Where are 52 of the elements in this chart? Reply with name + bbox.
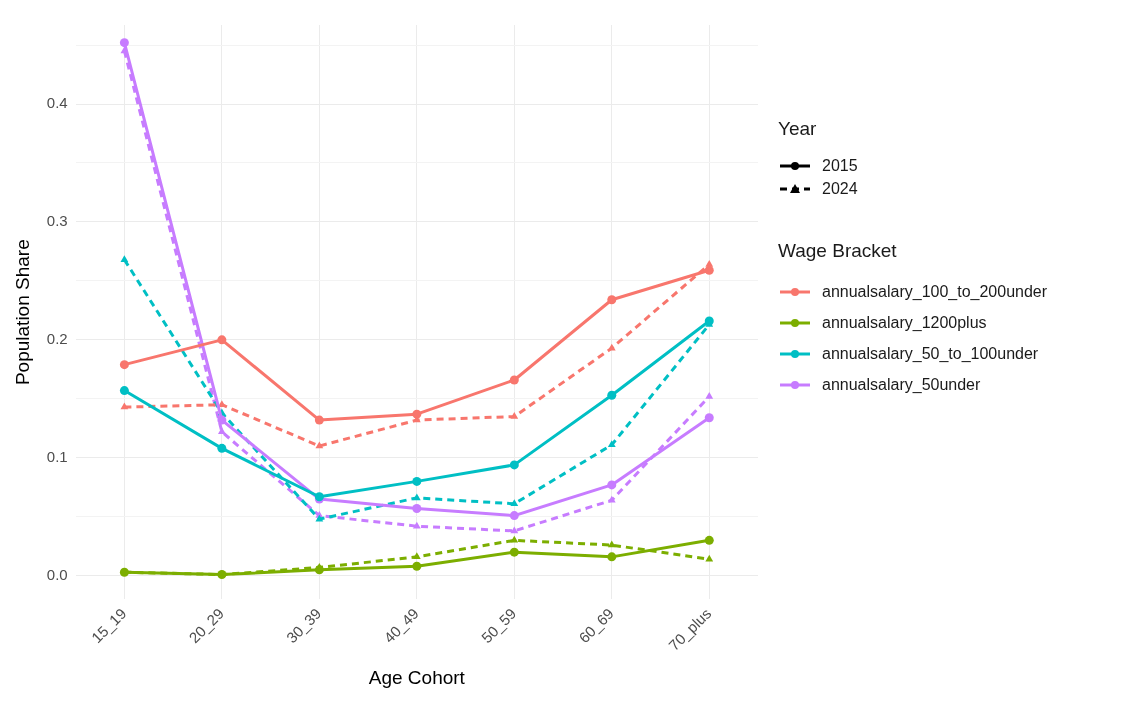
point: [509, 375, 519, 385]
x-axis-title: Age Cohort: [368, 666, 466, 688]
text: 2024: [822, 179, 858, 198]
point: [607, 480, 617, 490]
text: 2015: [822, 156, 858, 175]
point: [705, 391, 714, 399]
point: [119, 38, 129, 48]
point: [704, 265, 714, 275]
point: [412, 409, 422, 419]
y-tick-label: 0.3: [46, 212, 68, 230]
y-tick-label: 0.2: [46, 330, 68, 348]
point: [509, 460, 519, 470]
legend-label: annualsalary_1200plus: [822, 313, 987, 332]
point: [217, 427, 226, 435]
point: [412, 493, 421, 501]
point: [314, 565, 324, 575]
legend-label: annualsalary_50_to_100under: [822, 344, 1039, 363]
point: [704, 413, 714, 423]
point: [217, 443, 227, 453]
point: [217, 335, 227, 345]
point: [704, 535, 714, 545]
point: [412, 561, 422, 571]
point: [510, 526, 519, 534]
legend-label: annualsalary_50under: [822, 375, 981, 394]
point: [119, 360, 129, 370]
y-tick-label: 0.1: [46, 447, 68, 465]
point: [607, 295, 617, 305]
point: [607, 495, 616, 503]
point: [314, 415, 324, 425]
point: [607, 552, 617, 562]
point: [120, 255, 129, 262]
text: Year: [778, 118, 818, 140]
legend-label: annualsalary_100_to_200under: [822, 282, 1048, 301]
point: [704, 316, 714, 326]
y-axis-title: Population Share: [11, 239, 33, 386]
point: [509, 547, 519, 557]
point: [412, 552, 421, 560]
point: [412, 504, 422, 514]
point: [607, 540, 616, 548]
point: [119, 386, 129, 396]
legend-title: Wage Bracket: [778, 240, 898, 262]
point: [607, 390, 617, 400]
point: [510, 535, 519, 543]
point: [510, 499, 519, 507]
y-tick-label: 0.0: [46, 565, 68, 583]
point: [412, 476, 422, 486]
y-tick-label: 0.4: [46, 94, 68, 112]
point: [315, 441, 324, 449]
point: [510, 412, 519, 419]
point: [607, 440, 616, 448]
point: [217, 415, 227, 425]
point: [509, 511, 519, 521]
